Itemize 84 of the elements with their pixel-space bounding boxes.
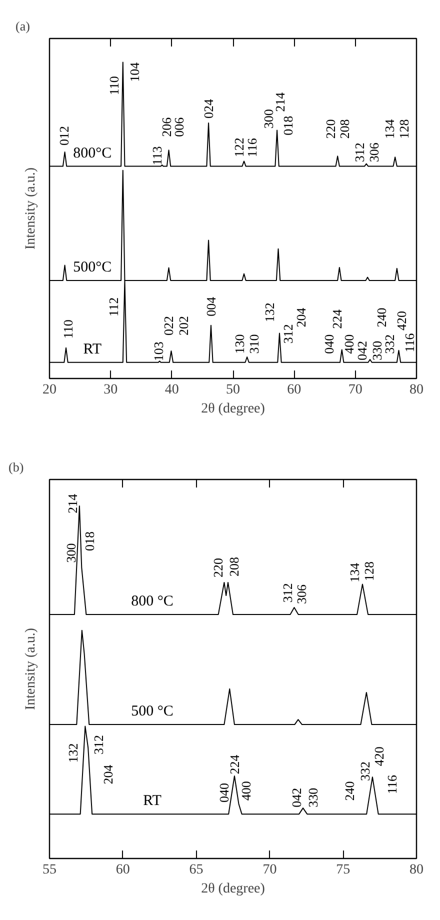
x-tick-label: 40 xyxy=(164,382,179,398)
annotation: 128 xyxy=(362,562,377,582)
annotation: 208 xyxy=(336,119,352,139)
annotation: 224 xyxy=(329,308,344,329)
series-label: RT xyxy=(83,341,102,358)
annotation: 116 xyxy=(384,774,400,794)
annotation: 113 xyxy=(150,146,165,166)
annotation: 116 xyxy=(402,332,417,352)
annotation: 420 xyxy=(371,746,386,766)
annotation: 420 xyxy=(394,310,409,330)
x-tick-label: 80 xyxy=(410,382,424,398)
x-tick-label: 80 xyxy=(410,862,424,878)
annotation: 122 xyxy=(232,138,247,158)
annotation: 130 xyxy=(232,334,248,354)
annotation: 400 xyxy=(341,334,356,354)
annotation: 006 xyxy=(171,116,186,137)
annotation: 204 xyxy=(100,764,116,784)
chart-title: (b) xyxy=(8,460,24,474)
annotation: 134 xyxy=(346,562,362,582)
x-tick-label: 60 xyxy=(116,862,130,878)
annotation: 300 xyxy=(260,109,276,129)
annotation: 312 xyxy=(280,324,296,344)
series-label: 800 °C xyxy=(131,594,174,610)
annotation: 134 xyxy=(382,118,397,139)
x-tick-label: 70 xyxy=(348,382,362,398)
annotation: 310 xyxy=(246,334,262,354)
annotation: 116 xyxy=(244,138,260,158)
annotation: 332 xyxy=(357,761,372,781)
y-axis-title: Intensity (a.u.) xyxy=(24,628,38,710)
annotation: 206 xyxy=(158,116,174,137)
annotation: 132 xyxy=(262,302,277,322)
annotation: 103 xyxy=(150,342,166,362)
annotation: 040 xyxy=(216,783,232,802)
x-tick-label: 70 xyxy=(262,862,277,878)
annotation: 208 xyxy=(226,556,242,576)
annotation: 018 xyxy=(280,116,296,136)
annotation: 042 xyxy=(288,788,304,808)
annotation: 220 xyxy=(210,558,226,578)
x-tick-label: 65 xyxy=(189,862,204,878)
x-axis-title: 2θ (degree) xyxy=(201,882,266,896)
annotation: 312 xyxy=(352,142,367,162)
annotation: 312 xyxy=(90,734,106,754)
annotation: 330 xyxy=(306,788,321,808)
annotation: 330 xyxy=(369,340,384,360)
annotation: 110 xyxy=(106,76,122,96)
x-tick-label: 55 xyxy=(42,862,56,878)
annotation: 040 xyxy=(321,334,336,354)
annotation: 004 xyxy=(203,296,218,316)
annotation: 300 xyxy=(64,543,79,563)
annotation: 400 xyxy=(238,781,254,801)
annotation: 022 xyxy=(161,316,176,336)
annotation: 332 xyxy=(382,334,397,354)
x-axis-title: 2θ (degree) xyxy=(201,402,266,416)
x-tick-label: 30 xyxy=(104,382,118,398)
annotation: 204 xyxy=(293,307,308,328)
annotation: 202 xyxy=(176,316,192,336)
annotation: 306 xyxy=(366,142,382,162)
x-tick-label: 60 xyxy=(287,382,302,398)
x-tick-label: 50 xyxy=(226,382,240,398)
annotation: 042 xyxy=(354,340,370,360)
annotation: 240 xyxy=(342,781,357,801)
series-label: 500 °C xyxy=(131,704,174,720)
series-label: RT xyxy=(143,793,162,810)
annotation: 132 xyxy=(66,743,81,763)
annotation: 112 xyxy=(106,297,122,316)
annotation: 224 xyxy=(226,754,242,774)
annotation: 128 xyxy=(396,119,412,139)
annotation: 312 xyxy=(280,583,296,603)
series-label: 800°C xyxy=(73,145,112,162)
annotation: 240 xyxy=(374,308,389,328)
chart-title: (a) xyxy=(16,18,30,34)
annotation: 214 xyxy=(65,493,80,514)
annotation: 024 xyxy=(201,98,216,119)
x-tick-label: 20 xyxy=(42,382,56,398)
y-axis-title: Intensity (a.u.) xyxy=(24,167,38,250)
series-label: 500°C xyxy=(73,259,112,276)
annotation: 220 xyxy=(323,119,338,139)
annotation: 110 xyxy=(60,320,76,339)
annotation: 018 xyxy=(82,532,97,552)
annotation: 104 xyxy=(127,62,142,82)
x-tick-label: 75 xyxy=(336,862,350,878)
annotation: 306 xyxy=(294,584,310,604)
annotation: 012 xyxy=(56,126,72,146)
annotation: 214 xyxy=(272,92,288,112)
